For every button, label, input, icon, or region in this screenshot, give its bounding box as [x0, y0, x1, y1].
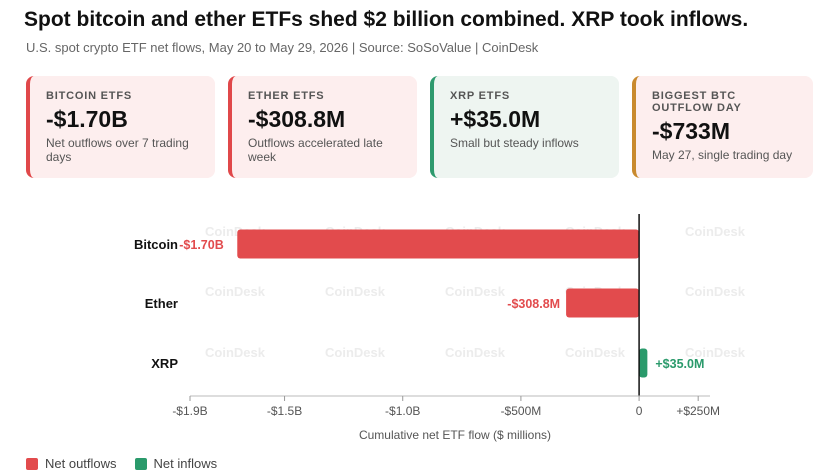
category-labels: Bitcoin Ether XRP [134, 237, 178, 371]
bars-layer [237, 229, 648, 378]
card-value: -$733M [652, 118, 730, 144]
bar-bitcoin [237, 229, 640, 259]
tick-label: -$500M [501, 404, 542, 418]
watermark-text: CoinDesk [205, 345, 266, 360]
card-note: May 27, single trading day [652, 148, 793, 162]
kpi-cards: BITCOIN ETFS -$1.70B Net outflows over 7… [26, 76, 813, 178]
legend-swatch-inflows [134, 457, 147, 470]
watermark-text: CoinDesk [445, 284, 506, 299]
category-label-ether: Ether [145, 296, 178, 311]
card-label: ETHER ETFS [248, 90, 325, 102]
data-labels: -$1.70B -$308.8M +$35.0M [179, 238, 704, 371]
tick-label: +$250M [676, 404, 720, 418]
card-note: Small but steady inflows [450, 136, 579, 150]
legend-swatch-outflows [26, 457, 38, 470]
watermark-text: CoinDesk [205, 284, 266, 299]
chart-title: Spot bitcoin and ether ETFs shed $2 bill… [24, 8, 749, 31]
watermark-text: CoinDesk [445, 345, 506, 360]
bar-xrp [639, 348, 648, 378]
legend: Net outflows Net inflows [26, 456, 217, 471]
watermark-text: CoinDesk [685, 284, 746, 299]
watermark-text: CoinDesk [565, 345, 626, 360]
tick-label: -$1.0B [385, 404, 420, 418]
watermark-text: CoinDesk [325, 284, 386, 299]
card-label: XRP ETFS [450, 90, 510, 102]
data-label-xrp: +$35.0M [655, 357, 704, 371]
card-biggest-btc-outflow: BIGGEST BTC OUTFLOW DAY -$733M May 27, s… [632, 76, 813, 178]
watermark-text: CoinDesk [325, 345, 386, 360]
card-ether-etfs: ETHER ETFS -$308.8M Outflows accelerated… [228, 76, 417, 178]
card-bitcoin-etfs: BITCOIN ETFS -$1.70B Net outflows over 7… [26, 76, 215, 178]
legend-item-outflows: Net outflows [26, 456, 117, 471]
tick-label: -$1.9B [172, 404, 207, 418]
bar-ether [566, 288, 640, 318]
legend-item-inflows: Net inflows [134, 456, 218, 471]
tick-label: 0 [636, 404, 643, 418]
card-value: +$35.0M [450, 106, 541, 132]
watermark-text: CoinDesk [685, 345, 746, 360]
category-label-xrp: XRP [151, 356, 178, 371]
category-label-bitcoin: Bitcoin [134, 237, 178, 252]
bar-chart: CoinDesk CoinDesk CoinDesk CoinDesk CoinDesk… [134, 214, 746, 442]
card-label: BITCOIN ETFS [46, 90, 132, 102]
data-label-bitcoin: -$1.70B [179, 238, 223, 252]
card-value: -$308.8M [248, 106, 346, 132]
legend-label: Net inflows [153, 456, 218, 471]
legend-label: Net outflows [45, 456, 117, 471]
x-axis-ticks: -$1.9B -$1.5B -$1.0B -$500M 0 +$250M [172, 396, 720, 418]
data-label-ether: -$308.8M [507, 297, 560, 311]
x-axis-label: Cumulative net ETF flow ($ millions) [359, 428, 551, 442]
card-label: BIGGEST BTC OUTFLOW DAY [652, 90, 742, 114]
card-note: Outflows accelerated late week [248, 136, 383, 164]
watermark-text: CoinDesk [685, 224, 746, 239]
card-xrp-etfs: XRP ETFS +$35.0M Small but steady inflow… [430, 76, 619, 178]
card-note: Net outflows over 7 trading days [46, 136, 189, 164]
tick-label: -$1.5B [267, 404, 302, 418]
card-value: -$1.70B [46, 106, 128, 132]
chart-subtitle: U.S. spot crypto ETF net flows, May 20 t… [26, 40, 539, 55]
